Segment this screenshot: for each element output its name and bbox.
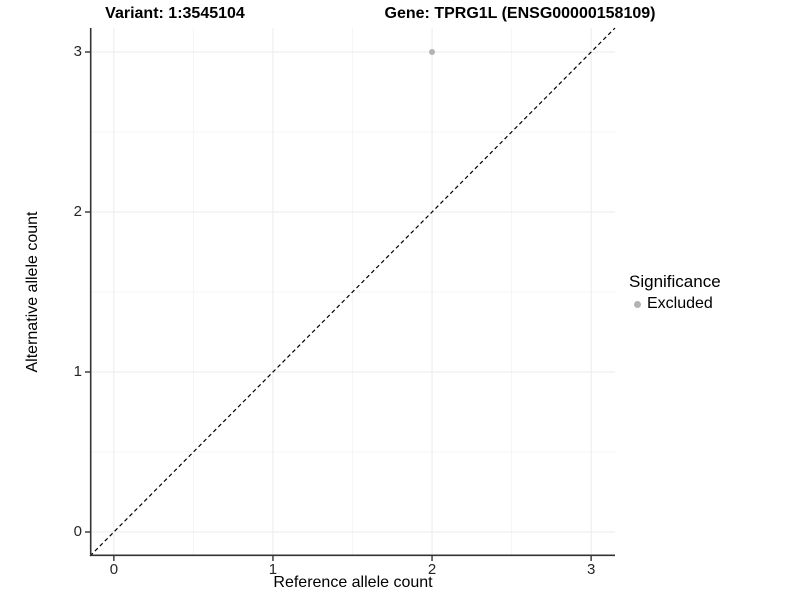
legend-item: Excluded <box>629 295 721 313</box>
y-tick-label: 1 <box>73 363 82 380</box>
plot-title-variant: Variant: 1:3545104 <box>105 5 245 22</box>
y-tick-label: 0 <box>73 523 82 540</box>
x-tick-label: 3 <box>586 561 596 578</box>
data-point <box>429 49 436 55</box>
legend-item-label: Excluded <box>647 295 713 312</box>
legend-title: Significance <box>629 272 721 291</box>
x-tick-label: 0 <box>109 561 119 578</box>
y-tick-label: 2 <box>73 203 82 220</box>
x-tick-label: 2 <box>427 561 437 578</box>
x-axis-title: Reference allele count <box>273 574 433 591</box>
identity-reference-line <box>89 27 616 557</box>
x-tick-label: 1 <box>268 561 278 578</box>
plot-title-gene: Gene: TPRG1L (ENSG00000158109) <box>384 5 656 22</box>
y-axis-title: Alternative allele count <box>24 211 41 373</box>
y-tick-label: 3 <box>73 43 82 60</box>
plot-panel <box>85 27 616 561</box>
legend: Significance Excluded <box>629 272 721 313</box>
legend-key-dot-icon <box>634 300 641 308</box>
legend-items: Excluded <box>629 295 721 313</box>
